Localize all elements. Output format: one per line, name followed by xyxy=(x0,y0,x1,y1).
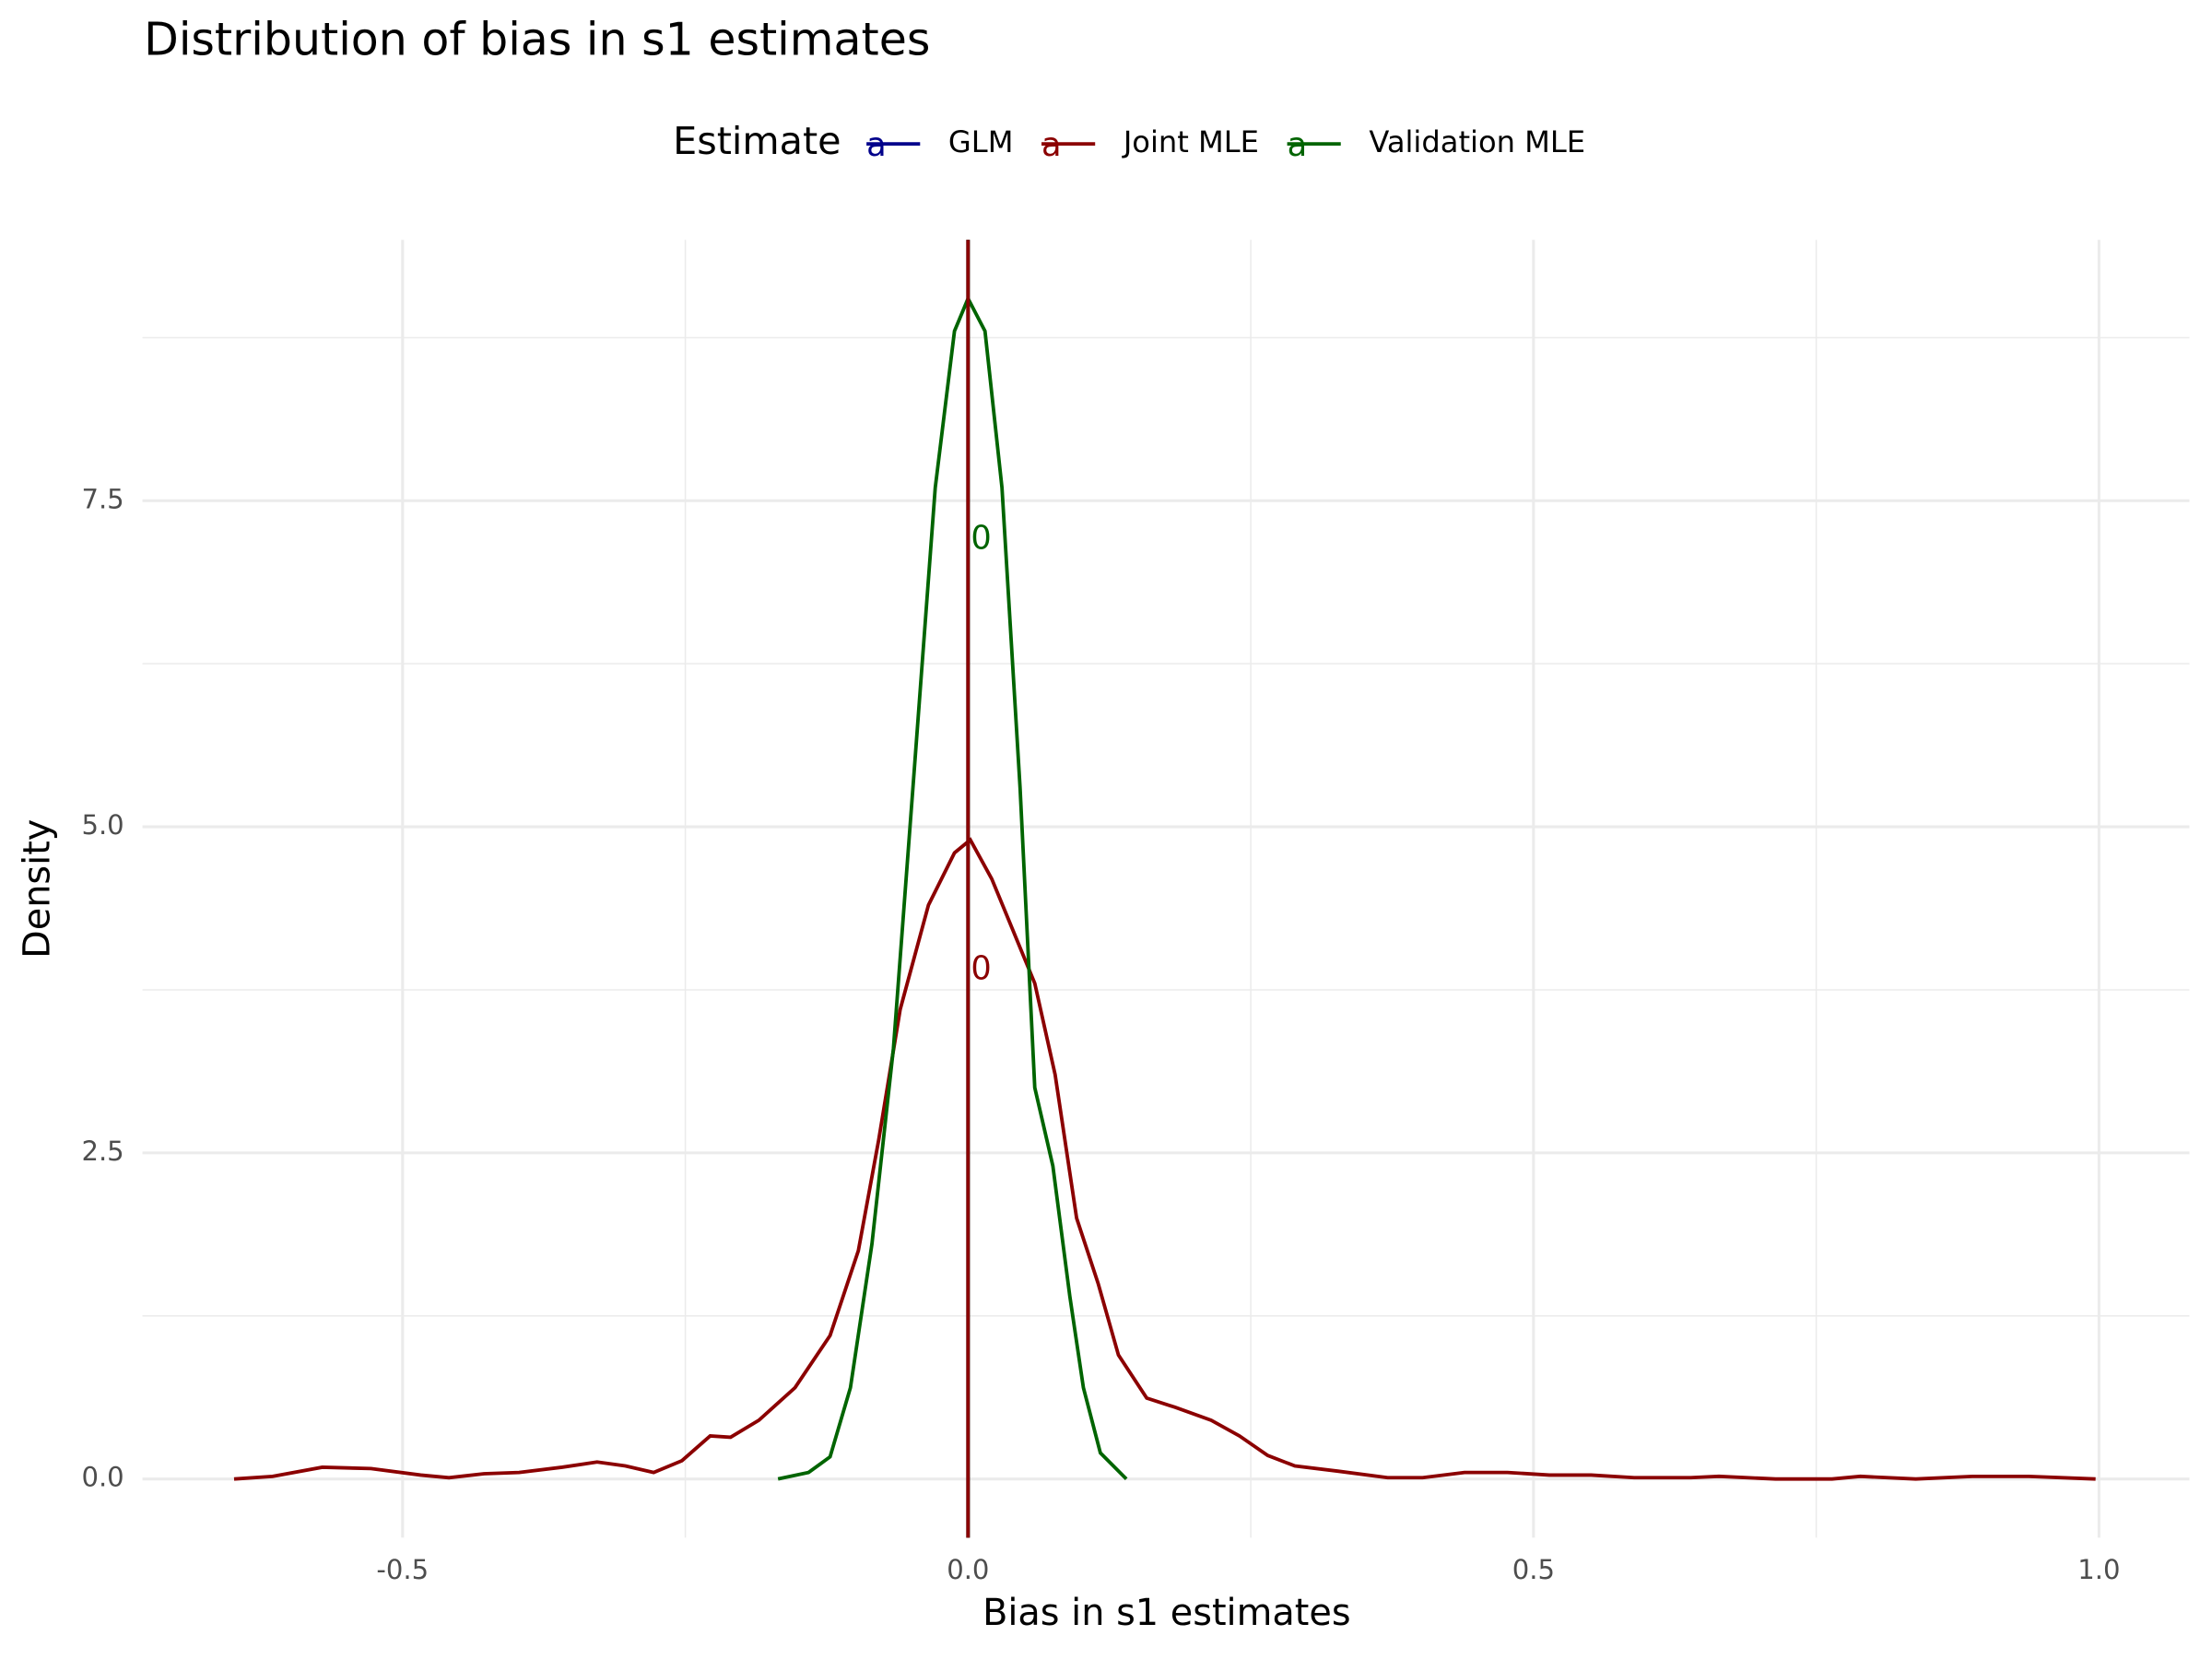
legend-title: Estimate xyxy=(673,119,841,163)
x-tick-label: 1.0 xyxy=(2077,1554,2120,1585)
reference-label: 0 xyxy=(971,950,991,988)
legend-key-glyph: a xyxy=(1288,126,1308,164)
grid xyxy=(142,240,2190,1538)
legend-label: Validation MLE xyxy=(1369,124,1585,159)
legend-label: Joint MLE xyxy=(1122,124,1259,159)
legend-key-glyph: a xyxy=(1041,126,1062,164)
x-tick-label: -0.5 xyxy=(376,1554,429,1585)
x-tick-label: 0.5 xyxy=(1512,1554,1555,1585)
y-tick-label: 2.5 xyxy=(81,1135,124,1167)
legend-key-glyph: a xyxy=(866,126,887,164)
legend-label: GLM xyxy=(948,124,1014,159)
reference-label: 0 xyxy=(971,520,991,558)
legend: Estimate a GLM a Joint MLE a Validation MLE xyxy=(673,119,1585,164)
density-line xyxy=(233,837,2096,1481)
x-axis-title: Bias in s1 estimates xyxy=(982,1592,1350,1634)
y-tick-label: 5.0 xyxy=(81,809,124,841)
y-axis-title: Density xyxy=(16,819,58,959)
plot-area: 00 xyxy=(233,240,2096,1538)
y-tick-label: 7.5 xyxy=(81,483,124,514)
chart-title: Distribution of bias in s1 estimates xyxy=(144,13,930,65)
x-tick-label: 0.0 xyxy=(947,1554,989,1585)
y-tick-label: 0.0 xyxy=(81,1462,124,1493)
